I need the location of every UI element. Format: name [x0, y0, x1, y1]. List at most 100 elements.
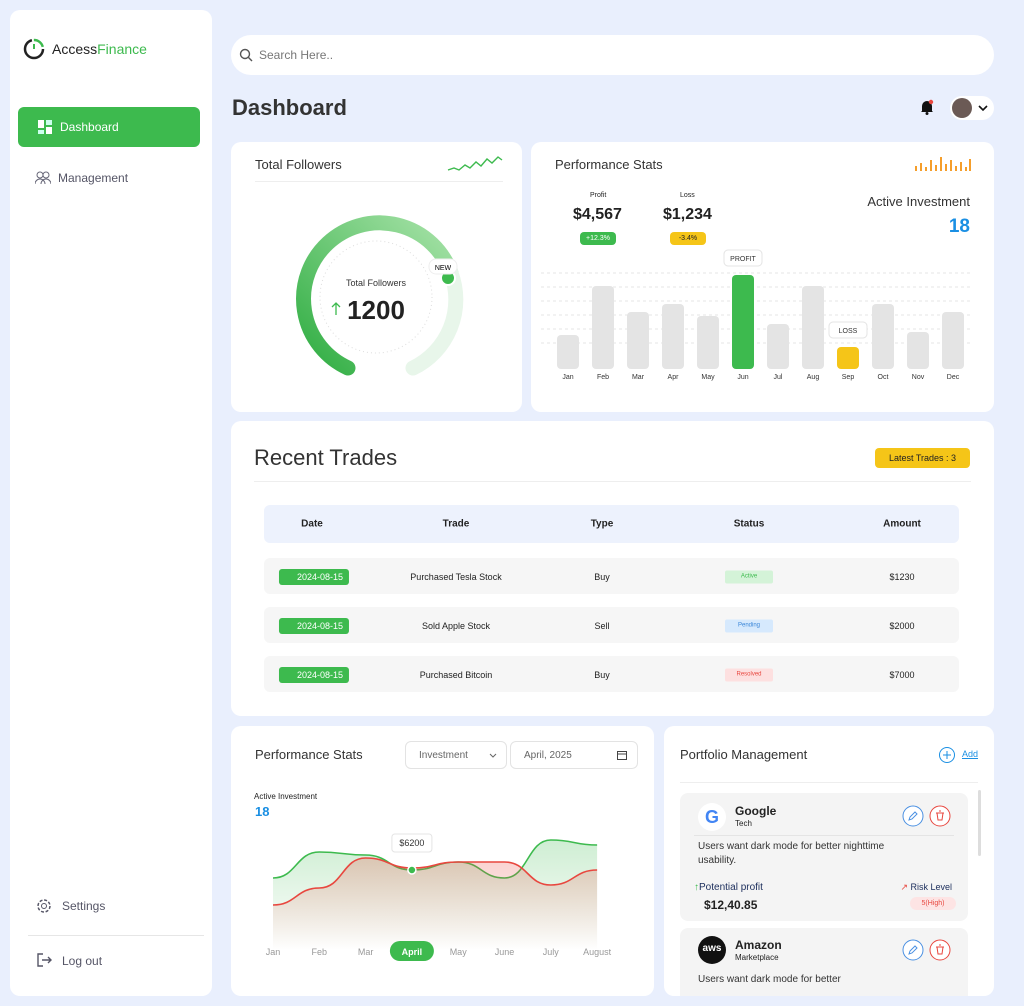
nav-item[interactable]: Settings: [62, 899, 106, 913]
bar: [732, 275, 754, 369]
bar: [592, 286, 614, 369]
divider: [28, 935, 204, 936]
nav-active[interactable]: Dashboard: [18, 107, 200, 147]
tooltip: $6200: [399, 838, 424, 848]
scrollbar: [978, 790, 981, 856]
x-tick-label: Jun: [737, 374, 748, 381]
nav-item[interactable]: Log out: [62, 954, 103, 968]
x-tick-label: June: [495, 947, 515, 957]
nav-item[interactable]: Management: [58, 171, 129, 185]
annotation: LOSS: [839, 328, 858, 335]
cell: $2000: [889, 621, 915, 631]
card-title: Performance Stats: [555, 157, 663, 172]
x-tick-label: Oct: [878, 374, 889, 381]
change-pill: +12.3%: [580, 232, 616, 245]
stat-value: $4,567: [573, 206, 622, 223]
table-header: Date Trade Type Status Amount: [264, 505, 959, 543]
x-tick-label: Dec: [947, 374, 960, 381]
performance2-card: Performance Stats Investment April, 2025…: [231, 726, 654, 996]
item-actions[interactable]: [902, 939, 952, 961]
x-tick-label: Aug: [807, 374, 820, 381]
chevron: [978, 105, 988, 112]
badge: NEW: [435, 265, 452, 272]
x-tick-label: Sep: [842, 374, 855, 381]
stat-value: 18: [255, 804, 270, 819]
cell: Buy: [594, 572, 610, 582]
divider: [694, 835, 954, 836]
x-tick-label: Apr: [668, 374, 680, 381]
x-tick-label: Nov: [912, 374, 925, 381]
date-text: April, 2025: [524, 750, 572, 761]
x-tick-label: July: [543, 947, 560, 957]
annotation-box: [723, 249, 763, 267]
cell: $7000: [889, 670, 915, 680]
calendar-icon: [617, 751, 627, 760]
item-actions[interactable]: [902, 805, 952, 827]
stat-value: 18: [948, 216, 970, 237]
gauge-value: 1200: [347, 295, 405, 325]
bar: [627, 312, 649, 369]
logo: aws: [698, 936, 726, 964]
bar: [662, 304, 684, 369]
bar: [697, 316, 719, 369]
date-pill: 2024-08-15: [278, 569, 350, 585]
sidebar: AccessFinance Dashboard Management Setti…: [10, 10, 212, 996]
x-tick-label: May: [450, 947, 468, 957]
item-description: Users want dark mode for better nighttim…: [698, 841, 885, 866]
stat-label: Active Investment: [254, 792, 318, 801]
cell: Purchased Tesla Stock: [410, 572, 502, 582]
divider: [254, 481, 971, 482]
cell: Buy: [594, 670, 610, 680]
cell: $1230: [889, 572, 915, 582]
x-tick-label: Jan: [562, 374, 573, 381]
brand-a: Access: [52, 41, 98, 57]
add-link[interactable]: Add: [962, 749, 979, 759]
x-tick-label: August: [583, 947, 612, 957]
chevron: [489, 753, 497, 758]
stat-label: Loss: [680, 192, 695, 199]
bar: [872, 304, 894, 369]
item-name: Google: [735, 804, 777, 818]
profit-label: ↑Potential profit: [694, 882, 763, 893]
divider: [680, 782, 978, 783]
annotation-box: [828, 321, 868, 339]
line-chart: Jan Feb Mar April May June July August $6200: [266, 833, 612, 961]
column-header: Status: [733, 518, 765, 530]
card-title: Total Followers: [255, 157, 342, 172]
sparkbars: [915, 157, 971, 171]
dropdown[interactable]: Investment: [405, 741, 507, 769]
search[interactable]: Search Here..: [231, 35, 994, 75]
change-pill: -3.4%: [670, 232, 706, 245]
text: Risk Level: [910, 882, 952, 892]
text: Potential profit: [699, 882, 763, 893]
logo: [23, 38, 45, 60]
column-header: Amount: [883, 518, 921, 530]
add-icon[interactable]: [938, 746, 956, 764]
table-row: 2024-08-15 Purchased Bitcoin Buy Resolved $7…: [264, 656, 959, 692]
performance-card: Performance Stats Profit $4,567 +12.3% L…: [531, 142, 994, 412]
cell: Sold Apple Stock: [421, 621, 491, 631]
divider: [255, 181, 503, 182]
gauge: NEW Total Followers 1200: [296, 215, 464, 376]
icon: [239, 48, 253, 62]
icon: [38, 120, 52, 134]
bar: [837, 347, 859, 369]
sparkline: [447, 156, 503, 171]
date-picker[interactable]: April, 2025: [510, 741, 638, 769]
icon: [35, 171, 51, 185]
trades-card: Recent Trades Latest Trades : 3 Date Trad…: [231, 421, 994, 716]
gauge-label: Total Followers: [346, 278, 407, 288]
brand-b: Finance: [97, 41, 147, 57]
followers-card: Total Followers NEW Total Followers 1200: [231, 142, 522, 412]
bar: [557, 335, 579, 369]
bar: [802, 286, 824, 369]
stat-label: Profit: [590, 192, 607, 199]
avatar-menu[interactable]: [950, 96, 994, 120]
profit-value: $12,40.85: [704, 898, 758, 912]
x-tick-label: Feb: [597, 374, 609, 381]
bar-chart: Jan Feb Mar Apr May Jun Jul Aug Sep Oct Nov Dec PROF…: [541, 249, 971, 381]
bell[interactable]: [919, 99, 935, 115]
icon: [37, 953, 52, 967]
card-title: Portfolio Management: [680, 747, 808, 762]
